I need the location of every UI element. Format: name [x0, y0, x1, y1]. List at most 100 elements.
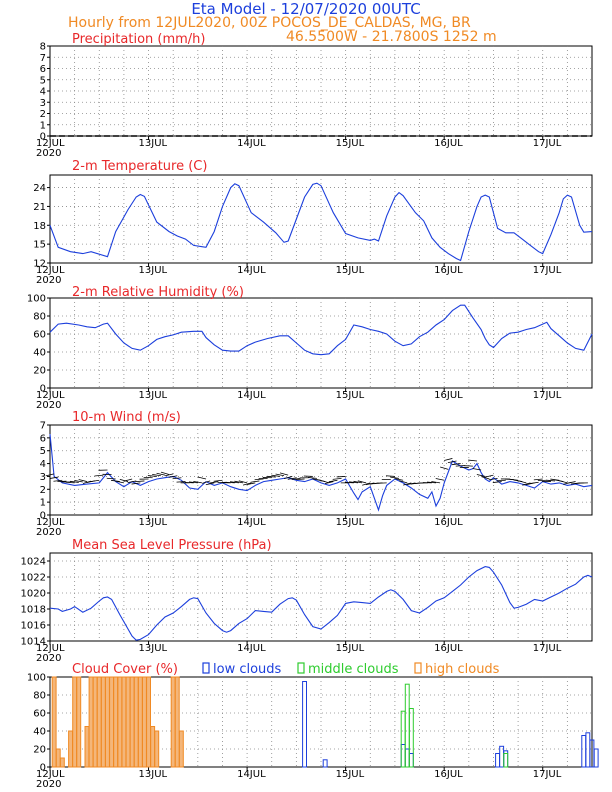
pressure-ytick-label: 1014	[21, 637, 46, 648]
cloud-xtick-label: 17JUL	[533, 769, 562, 780]
precipitation-ytick-label: 4	[40, 87, 46, 98]
wind-arrow	[398, 480, 408, 484]
wind-arrow	[160, 471, 170, 475]
wind-arrow	[344, 481, 354, 484]
pressure-xtick-label: 12JUL	[36, 643, 65, 654]
cloud-bar	[117, 676, 123, 768]
wind-arrow	[533, 478, 543, 481]
cloud-ytick-label: 100	[27, 673, 46, 684]
station-location: 46.5500W - 21.7800S 1252 m	[286, 29, 497, 45]
wind-year-label: 2020	[36, 527, 61, 538]
cloud-bar	[129, 676, 135, 768]
wind-ytick-label: 4	[40, 459, 46, 470]
wind-ytick-label: 2	[40, 485, 46, 496]
wind-arrow	[78, 479, 88, 482]
cloud-bar	[170, 676, 176, 768]
wind-ytick-label: 6	[40, 433, 46, 444]
wind-arrow	[390, 476, 400, 479]
wind-arrow	[488, 477, 498, 481]
cloud-ytick-label: 20	[33, 745, 46, 756]
wind-arrow	[271, 474, 280, 477]
cloud-bar	[125, 676, 131, 768]
cloud-bar	[322, 759, 328, 768]
temperature-xtick-label: 12JUL	[36, 265, 65, 276]
pressure-ytick-label: 1024	[21, 557, 46, 568]
wind-arrow	[566, 481, 576, 484]
wind-arrow	[115, 480, 124, 484]
wind-arrow	[328, 479, 338, 483]
legend-swatch	[414, 662, 422, 674]
cloud-bar	[96, 676, 102, 768]
legend-label: low clouds	[213, 662, 282, 677]
wind-arrow	[74, 479, 83, 483]
wind-arrow	[440, 466, 449, 470]
cloud-bar	[133, 676, 139, 768]
legend-label: high clouds	[425, 662, 500, 677]
wind-arrow	[362, 482, 371, 486]
cloud-bar	[76, 676, 82, 768]
precipitation-ytick-label: 1	[40, 120, 46, 131]
wind-ytick-label: 0	[40, 511, 46, 522]
wind-arrow	[279, 472, 289, 476]
wind-arrow	[349, 481, 359, 484]
cloud-bar	[408, 753, 414, 768]
cloud-bar	[503, 753, 509, 768]
wind-arrow	[332, 477, 342, 480]
cloud-bar	[113, 676, 119, 768]
humidity-ytick-label: 100	[27, 294, 46, 305]
wind-arrow	[451, 463, 461, 466]
cloud-year-label: 2020	[36, 779, 61, 790]
humidity-year-label: 2020	[36, 400, 61, 411]
legend-swatch	[297, 662, 305, 674]
wind-arrow	[435, 478, 445, 481]
humidity-title: 2-m Relative Humidity (%)	[72, 285, 244, 300]
wind-arrow	[266, 475, 276, 478]
cloud-bar	[593, 748, 599, 768]
wind-arrow	[238, 480, 248, 484]
humidity-ytick-label: 40	[33, 348, 46, 359]
wind-arrow	[49, 476, 59, 479]
cloud-bar	[178, 730, 184, 768]
cloud-bar	[404, 748, 410, 768]
wind-arrow	[123, 478, 133, 482]
wind-arrow	[147, 475, 157, 477]
wind-ytick-label: 7	[40, 421, 46, 432]
wind-xtick-label: 15JUL	[336, 517, 365, 528]
pressure-xtick-label: 17JUL	[533, 643, 562, 654]
wind-arrow	[559, 480, 568, 484]
humidity-xtick-label: 13JUL	[139, 390, 168, 401]
temperature-line	[49, 182, 593, 262]
temperature-year-label: 2020	[36, 275, 61, 286]
cloud-bar	[59, 757, 65, 768]
temperature-xtick-label: 13JUL	[139, 265, 168, 276]
pressure-year-label: 2020	[36, 653, 61, 664]
wind-arrow	[254, 478, 264, 481]
cloud-bar	[400, 744, 406, 768]
humidity-xtick-label: 16JUL	[434, 390, 463, 401]
wind-arrow	[45, 473, 55, 477]
pressure-xtick-label: 13JUL	[139, 643, 168, 654]
precipitation-xtick-label: 17JUL	[533, 138, 562, 149]
wind-arrow	[65, 481, 75, 484]
wind-arrow	[201, 480, 211, 484]
wind-arrow	[69, 480, 79, 483]
wind-arrow	[385, 475, 395, 477]
cloud-bar	[302, 681, 308, 768]
wind-arrow	[242, 482, 252, 486]
temperature-ytick-label: 15	[33, 240, 46, 251]
wind-arrow	[492, 481, 502, 483]
legend-swatch	[202, 662, 210, 674]
wind-arrow	[94, 474, 104, 477]
wind-arrow	[193, 480, 202, 484]
wind-arrow	[172, 477, 182, 480]
cloud-title: Cloud Cover (%)	[72, 662, 178, 677]
wind-arrow	[529, 481, 539, 484]
cloud-bar	[105, 676, 110, 768]
cloud-bar	[121, 676, 127, 768]
cloud-xtick-label: 13JUL	[139, 769, 168, 780]
wind-xtick-label: 12JUL	[36, 517, 65, 528]
temperature-ytick-label: 24	[33, 183, 46, 194]
precipitation-ytick-label: 3	[40, 98, 46, 109]
wind-arrow	[164, 473, 174, 477]
humidity-xtick-label: 17JUL	[533, 390, 562, 401]
